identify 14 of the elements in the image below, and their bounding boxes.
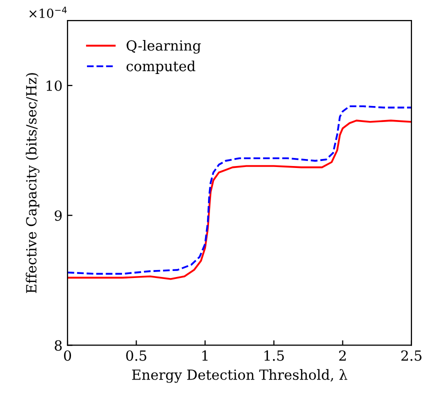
text: ×10$^{−4}$ [29,6,67,18]
x-tick-label: 2.5 [401,350,422,361]
y-axis-title: Effective Capacity (bits/sec/Hz) [26,73,40,294]
y-tick-label: 10 [46,80,62,91]
legend-label: Q-learning [126,40,201,54]
y-tick-label: 8 [54,340,62,351]
x-tick-label: 0.5 [126,350,146,361]
y-tick-label: 9 [54,210,62,221]
legend-label: computed [126,60,196,74]
x-tick-label: 1 [202,350,208,361]
x-tick-label: 1.5 [264,350,284,361]
x-axis-title: Energy Detection Threshold, λ [132,369,348,383]
x-tick-label: 2 [339,350,346,361]
x-tick-label: 0 [64,350,72,361]
